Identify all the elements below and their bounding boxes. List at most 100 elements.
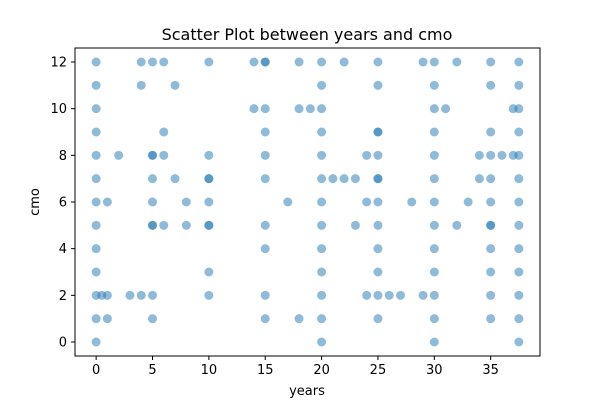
x-tick-label: 15 — [257, 363, 274, 378]
data-point — [430, 58, 439, 67]
data-point — [261, 58, 270, 67]
data-point — [441, 104, 450, 113]
chart-title: Scatter Plot between years and cmo — [162, 25, 453, 44]
data-point — [317, 58, 326, 67]
y-tick-label: 4 — [59, 242, 67, 257]
data-point — [373, 198, 382, 207]
data-point — [373, 128, 382, 137]
data-point — [317, 314, 326, 323]
data-point — [317, 221, 326, 230]
data-point — [261, 151, 270, 160]
data-point — [159, 58, 168, 67]
data-point — [362, 151, 371, 160]
data-point — [317, 104, 326, 113]
data-point — [92, 81, 101, 90]
data-point — [373, 291, 382, 300]
data-point — [430, 128, 439, 137]
data-point — [204, 291, 213, 300]
data-point — [261, 314, 270, 323]
x-tick-label: 35 — [482, 363, 499, 378]
data-point — [148, 314, 157, 323]
data-point — [430, 268, 439, 277]
data-point — [261, 291, 270, 300]
data-point — [430, 244, 439, 253]
data-point — [103, 198, 112, 207]
data-point — [514, 58, 523, 67]
data-point — [373, 81, 382, 90]
data-point — [125, 291, 134, 300]
data-point — [261, 244, 270, 253]
data-point — [171, 174, 180, 183]
data-point — [430, 104, 439, 113]
data-point — [137, 58, 146, 67]
data-point — [373, 174, 382, 183]
data-point — [514, 128, 523, 137]
data-point — [514, 174, 523, 183]
data-point — [486, 198, 495, 207]
data-point — [464, 198, 473, 207]
data-point — [514, 151, 523, 160]
data-point — [92, 151, 101, 160]
data-point — [171, 81, 180, 90]
data-point — [204, 151, 213, 160]
data-point — [306, 104, 315, 113]
y-tick-label: 10 — [50, 102, 67, 117]
data-point — [92, 338, 101, 347]
data-point — [92, 58, 101, 67]
data-point — [317, 151, 326, 160]
y-tick-label: 0 — [59, 336, 67, 351]
data-point — [261, 104, 270, 113]
data-point — [204, 268, 213, 277]
data-point — [486, 268, 495, 277]
data-point — [419, 291, 428, 300]
data-point — [373, 314, 382, 323]
y-tick-label: 8 — [59, 149, 67, 164]
data-point — [385, 291, 394, 300]
data-point — [430, 338, 439, 347]
data-point — [514, 198, 523, 207]
data-point — [475, 151, 484, 160]
data-point — [430, 291, 439, 300]
data-point — [486, 174, 495, 183]
data-point — [92, 314, 101, 323]
data-point — [396, 291, 405, 300]
data-point — [340, 58, 349, 67]
data-point — [362, 291, 371, 300]
data-point — [430, 174, 439, 183]
y-axis-label: cmo — [28, 188, 43, 216]
data-point — [430, 221, 439, 230]
data-point — [317, 291, 326, 300]
x-tick-label: 10 — [201, 363, 218, 378]
data-point — [204, 221, 213, 230]
data-point — [362, 198, 371, 207]
data-point — [114, 151, 123, 160]
data-point — [137, 291, 146, 300]
x-tick-label: 0 — [92, 363, 100, 378]
data-point — [514, 314, 523, 323]
data-point — [452, 221, 461, 230]
data-point — [430, 314, 439, 323]
data-point — [373, 268, 382, 277]
data-point — [514, 244, 523, 253]
data-point — [514, 268, 523, 277]
x-tick-label: 20 — [313, 363, 330, 378]
data-point — [430, 151, 439, 160]
data-point — [486, 314, 495, 323]
data-point — [373, 244, 382, 253]
data-point — [148, 291, 157, 300]
data-point — [430, 198, 439, 207]
data-point — [328, 174, 337, 183]
data-point — [486, 128, 495, 137]
data-point — [486, 291, 495, 300]
data-point — [148, 151, 157, 160]
data-point — [159, 221, 168, 230]
data-point — [514, 221, 523, 230]
x-axis-label: years — [289, 384, 325, 399]
data-point — [514, 338, 523, 347]
data-point — [92, 128, 101, 137]
data-point — [317, 244, 326, 253]
data-point — [407, 198, 416, 207]
y-tick-label: 6 — [59, 196, 67, 211]
data-point — [182, 221, 191, 230]
